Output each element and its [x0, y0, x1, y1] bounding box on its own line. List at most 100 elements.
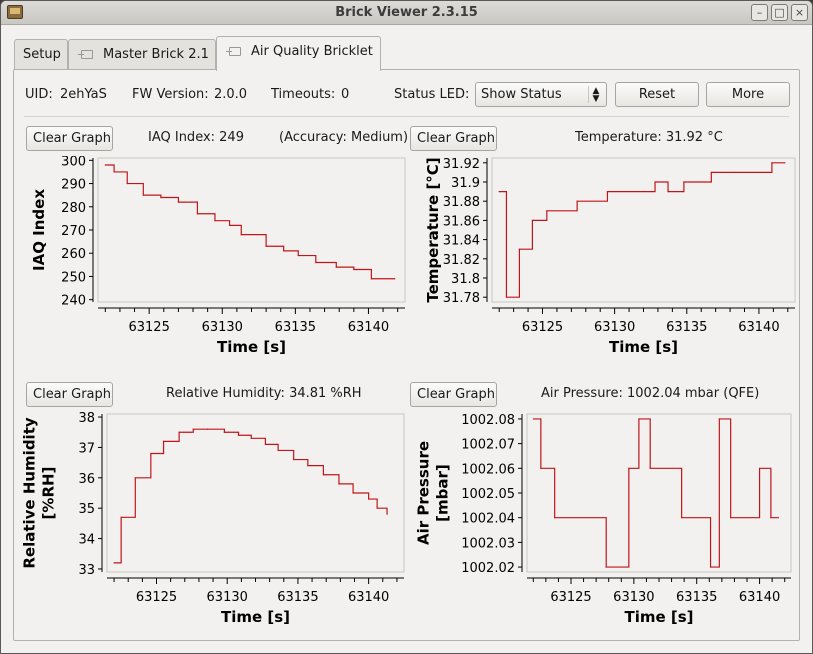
data-point: [196, 213, 199, 215]
y-tick-label: 31.8: [451, 272, 480, 287]
y-tick-label: 1002.02: [461, 561, 515, 576]
window-title: Brick Viewer 2.3.15: [335, 5, 478, 20]
x-tick-label: 63125: [522, 320, 563, 335]
data-point: [126, 182, 128, 185]
timeouts-label: Timeouts:: [271, 87, 336, 102]
x-tick-label: 63135: [676, 590, 717, 605]
maximize-icon[interactable]: □: [771, 4, 788, 21]
plot-area: [97, 157, 406, 303]
data-point: [293, 458, 295, 461]
data-point: [638, 418, 640, 420]
tab-setup[interactable]: Setup: [14, 39, 68, 70]
iaq-accuracy: (Accuracy: Medium): [279, 130, 409, 145]
minimize-icon[interactable]: –: [751, 4, 768, 21]
more-button[interactable]: More: [706, 82, 790, 107]
data-point: [214, 220, 216, 222]
air-pressure-graph: 1002.02 1002.03 1002.04 1002.05 1002.06 1002.…: [415, 413, 792, 626]
status-led-value: Show Status: [481, 87, 562, 102]
data-point: [335, 266, 337, 268]
y-tick-label: 1002.04: [461, 512, 515, 527]
divider: [24, 116, 789, 117]
y-tick-label: 270: [61, 224, 86, 239]
bricklet-panel: UID: 2ehYaS FW Version: 2.0.0 Timeouts: …: [13, 69, 800, 641]
data-point: [777, 517, 780, 519]
y-tick-label: 300: [61, 156, 86, 169]
data-point: [654, 181, 656, 183]
title-bar[interactable]: Brick Viewer 2.3.15 – □ ×: [1, 1, 812, 25]
clear-graph-button-iaq[interactable]: Clear Graph: [26, 126, 113, 151]
y-tick-label: 1002.07: [461, 438, 515, 453]
close-icon[interactable]: ×: [791, 4, 808, 21]
data-point: [353, 268, 355, 271]
clear-graph-button-air-pressure[interactable]: Clear Graph: [410, 382, 497, 407]
data-point: [160, 196, 162, 199]
x-axis-title: Time [s]: [217, 338, 286, 356]
y-tick-label: 31.84: [443, 234, 480, 249]
reset-button[interactable]: Reset: [615, 82, 699, 107]
tab-master-brick[interactable]: Master Brick 2.1: [68, 39, 216, 70]
y-tick-label: 35: [78, 502, 95, 517]
iaq-index-value: IAQ Index: 249: [148, 130, 244, 145]
data-point: [784, 162, 786, 164]
data-point: [710, 171, 712, 173]
undock-icon[interactable]: [78, 50, 93, 59]
x-axis-title: Time [s]: [221, 608, 290, 626]
data-point: [532, 418, 534, 420]
data-point: [206, 428, 209, 430]
temperature-value: Temperature: 31.92 °C: [575, 130, 723, 145]
data-point: [192, 428, 194, 430]
tab-air-quality[interactable]: Air Quality Bricklet: [216, 36, 381, 71]
data-point: [540, 467, 542, 469]
x-tick-label: 63125: [128, 320, 169, 335]
y-tick-label: 1002.03: [461, 536, 515, 551]
app-icon: [7, 5, 23, 19]
y-tick-label: 34: [78, 533, 95, 548]
y-axis-title: IAQ Index: [30, 189, 48, 271]
y-axis-title: Relative Humidity: [21, 417, 39, 569]
y-tick-label: 1002.05: [461, 487, 515, 502]
y-tick-label: 31.82: [443, 253, 480, 268]
fw-version-label: FW Version:: [132, 87, 209, 102]
y-tick-label: 31.9: [451, 176, 480, 191]
y-tick-label: 1002.08: [461, 413, 515, 428]
data-point: [386, 513, 388, 515]
data-point: [628, 467, 630, 469]
plot-area: [526, 413, 792, 573]
data-point: [134, 477, 136, 479]
y-tick-label: 38: [78, 412, 95, 426]
status-led-label: Status LED:: [394, 87, 470, 102]
clear-graph-button-temperature[interactable]: Clear Graph: [410, 126, 497, 151]
x-tick-label: 63130: [202, 320, 243, 335]
data-point: [605, 566, 607, 568]
data-point: [576, 200, 578, 202]
data-point: [283, 250, 285, 252]
x-tick-label: 63140: [348, 320, 389, 335]
data-point: [352, 492, 354, 494]
data-point: [250, 437, 252, 439]
plot-area: [491, 157, 796, 303]
undock-icon[interactable]: [226, 47, 241, 56]
x-tick-label: 63125: [550, 590, 591, 605]
data-point: [770, 517, 772, 519]
x-tick-label: 63140: [738, 320, 779, 335]
x-tick-label: 63135: [275, 320, 316, 335]
data-point: [142, 194, 144, 196]
y-tick-label: 31.88: [443, 195, 480, 210]
data-point: [277, 449, 279, 452]
x-tick-label: 63125: [136, 590, 177, 605]
data-point: [178, 431, 180, 433]
status-led-select[interactable]: Show Status ▲ ▼: [475, 82, 607, 107]
y-axis-title: [mbar]: [434, 464, 452, 522]
clear-graph-button-humidity[interactable]: Clear Graph: [26, 382, 113, 407]
iaq-graph: 240 250 260 270 280 290 300 63125 63130 63135 6314…: [30, 156, 406, 356]
data-series-line: [533, 418, 779, 568]
humidity-value: Relative Humidity: 34.81 %RH: [166, 386, 362, 401]
data-point: [518, 248, 521, 250]
tab-label: Master Brick 2.1: [103, 47, 209, 62]
data-point: [733, 171, 735, 173]
data-point: [338, 483, 340, 485]
data-point: [322, 474, 324, 476]
tab-label: Setup: [23, 47, 61, 62]
data-point: [531, 219, 533, 221]
